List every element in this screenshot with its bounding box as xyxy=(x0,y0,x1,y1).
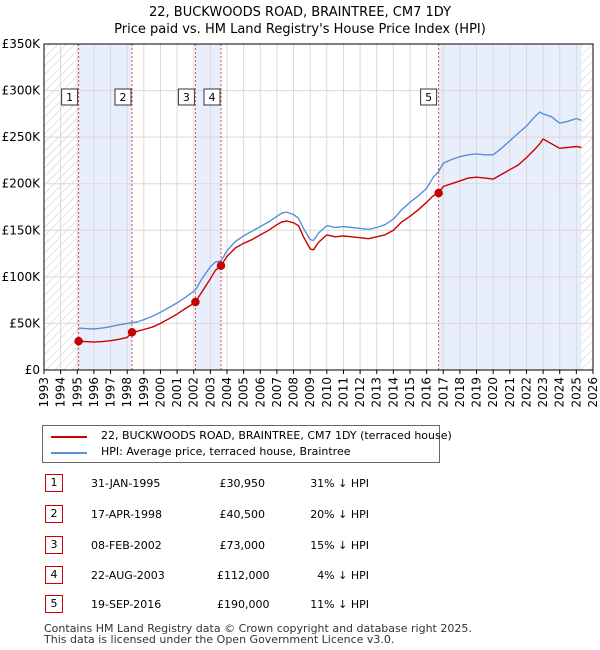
x-tick-label: 2022 xyxy=(519,377,533,408)
x-tick-label: 2015 xyxy=(403,377,417,408)
sale-point xyxy=(216,261,226,270)
sale-number: 1 xyxy=(45,474,63,492)
y-tick-label: £250K xyxy=(2,130,42,144)
sale-label-number: 2 xyxy=(120,91,127,104)
property-price-line xyxy=(78,138,582,343)
legend: 22, BUCKWOODS ROAD, BRAINTREE, CM7 1DY (… xyxy=(42,425,452,463)
legend-label-hpi: HPI: Average price, terraced house, Brai… xyxy=(101,445,351,458)
sale-price: £112,000 xyxy=(217,569,270,582)
chart-title: 22, BUCKWOODS ROAD, BRAINTREE, CM7 1DY xyxy=(148,5,452,20)
sale-date: 08-FEB-2002 xyxy=(91,539,162,552)
sale-number: 4 xyxy=(45,566,63,584)
sale-number: 3 xyxy=(45,536,63,554)
sale-price: £30,950 xyxy=(219,477,266,490)
x-tick-label: 2011 xyxy=(336,377,350,408)
x-tick-label: 2019 xyxy=(470,377,484,408)
x-tick-label: 2010 xyxy=(320,377,334,408)
x-tick-label: 2001 xyxy=(170,377,184,408)
y-tick-label: £300K xyxy=(2,84,42,98)
x-tick-label: 2006 xyxy=(253,377,267,408)
sale-date: 17-APR-1998 xyxy=(91,508,163,521)
no-data-hatch xyxy=(581,44,593,370)
x-tick-label: 2000 xyxy=(153,377,167,408)
x-tick-label: 2002 xyxy=(187,377,201,408)
x-tick-label: 2020 xyxy=(486,377,500,408)
x-tick-label: 1997 xyxy=(104,377,118,408)
x-tick-label: 2016 xyxy=(420,377,434,408)
sale-label-box xyxy=(177,88,195,106)
x-tick-label: 2025 xyxy=(569,377,583,408)
footer-copyright: Contains HM Land Registry data © Crown c… xyxy=(44,622,472,635)
x-tick-label: 2003 xyxy=(203,377,217,408)
sale-label-number: 4 xyxy=(209,91,216,104)
legend-label-property: 22, BUCKWOODS ROAD, BRAINTREE, CM7 1DY (… xyxy=(101,429,452,442)
chart-subtitle: Price paid vs. HM Land Registry's House … xyxy=(114,22,486,37)
sale-label-number: 1 xyxy=(66,91,73,104)
sale-number: 5 xyxy=(45,595,63,613)
x-tick-label: 2021 xyxy=(503,377,517,408)
sale-hpi-diff: 11% ↓ HPI xyxy=(310,598,369,611)
sale-label-number: 5 xyxy=(425,91,432,104)
sale-label-box xyxy=(114,88,132,106)
y-tick-label: £150K xyxy=(2,223,42,237)
sale-hpi-diff: 31% ↓ HPI xyxy=(310,477,369,490)
x-tick-label: 2008 xyxy=(287,377,301,408)
hpi-line xyxy=(78,111,582,330)
sale-point xyxy=(434,188,443,198)
sale-number: 2 xyxy=(45,505,63,523)
x-tick-label: 2023 xyxy=(536,377,550,408)
x-tick-label: 2014 xyxy=(386,377,400,408)
x-tick-label: 2024 xyxy=(553,377,567,408)
plot-frame xyxy=(43,43,594,371)
y-tick-label: £100K xyxy=(2,270,42,284)
x-tick-label: 1994 xyxy=(54,377,68,408)
sale-hpi-diff: 4% ↓ HPI xyxy=(317,569,369,582)
x-tick-label: 2018 xyxy=(453,377,467,408)
sale-label-box xyxy=(420,88,438,106)
legend-swatch-property xyxy=(51,436,87,438)
sale-point xyxy=(191,297,200,307)
x-tick-label: 1995 xyxy=(70,377,84,408)
sale-hpi-diff: 15% ↓ HPI xyxy=(310,539,369,552)
sale-point xyxy=(74,336,83,346)
sale-point xyxy=(127,328,137,337)
y-tick-label: £200K xyxy=(2,177,42,191)
y-tick-label: £0 xyxy=(25,363,40,377)
sale-date: 19-SEP-2016 xyxy=(91,598,162,611)
x-tick-label: 2017 xyxy=(436,377,450,408)
y-tick-label: £350K xyxy=(2,37,42,51)
x-tick-label: 2005 xyxy=(237,377,251,408)
x-tick-label: 2009 xyxy=(303,377,317,408)
x-tick-label: 2012 xyxy=(353,377,367,408)
price-chart: 1 2 3 4 5 £0 £50K £100K £150K £200K £250K £300K £35… xyxy=(2,37,600,408)
x-tick-label: 2013 xyxy=(370,377,384,408)
sale-date: 22-AUG-2003 xyxy=(91,569,165,582)
sale-label-box xyxy=(61,88,79,106)
x-tick-label: 2007 xyxy=(270,377,284,408)
x-tick-label: 1993 xyxy=(37,377,51,408)
x-tick-label: 2004 xyxy=(220,377,234,408)
x-tick-label: 1996 xyxy=(87,377,101,408)
x-tick-label: 2026 xyxy=(586,377,600,408)
sale-hpi-diff: 20% ↓ HPI xyxy=(310,508,369,521)
sale-date: 31-JAN-1995 xyxy=(91,477,161,490)
x-tick-label: 1999 xyxy=(137,377,151,408)
y-tick-label: £50K xyxy=(9,316,41,330)
x-tick-label: 1998 xyxy=(120,377,134,408)
legend-swatch-hpi xyxy=(51,452,87,454)
sale-price: £73,000 xyxy=(219,539,266,552)
sale-label-box xyxy=(203,88,221,106)
sale-price: £190,000 xyxy=(217,598,270,611)
sale-label-number: 3 xyxy=(183,91,190,104)
sale-price: £40,500 xyxy=(219,508,266,521)
footer-licence: This data is licensed under the Open Gov… xyxy=(44,633,395,646)
